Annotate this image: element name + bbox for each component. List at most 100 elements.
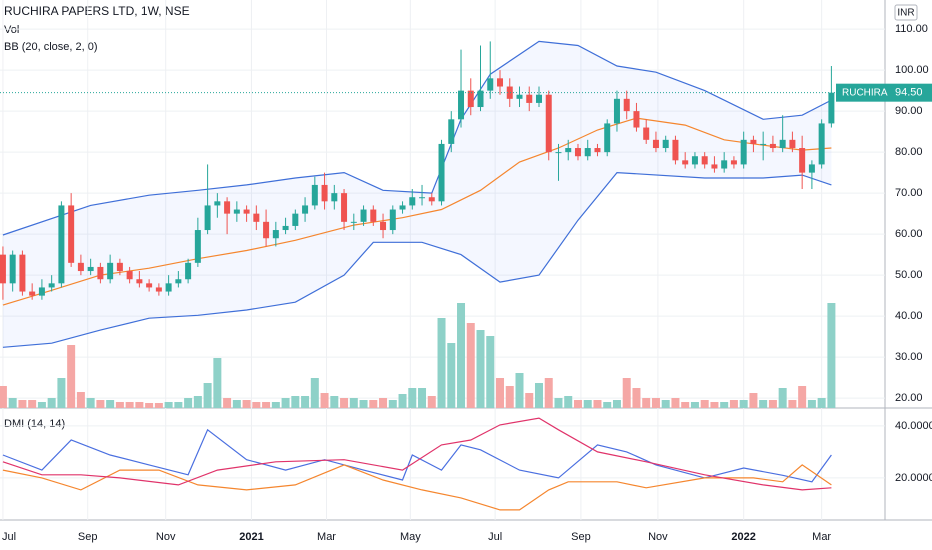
y-tick-label: 40.00 xyxy=(895,310,923,322)
volume-bar xyxy=(223,398,232,408)
candle-body xyxy=(584,148,591,157)
candle-body xyxy=(243,209,250,214)
candle-body xyxy=(662,139,669,149)
volume-bar xyxy=(145,403,154,408)
candle-body xyxy=(321,184,328,202)
volume-bar xyxy=(476,330,485,408)
volume-bar xyxy=(700,400,709,408)
volume-bar xyxy=(96,400,105,408)
x-tick-label: Nov xyxy=(648,531,668,543)
y-tick-label: 100.00 xyxy=(895,64,929,76)
volume-bar xyxy=(788,400,797,408)
plot-layer xyxy=(0,40,885,511)
candle-body xyxy=(740,139,747,165)
volume-bar xyxy=(817,398,826,408)
volume-bar xyxy=(505,386,514,408)
candle-body xyxy=(682,160,689,165)
y-tick-label: 90.00 xyxy=(895,105,923,117)
candle-body xyxy=(165,283,172,292)
indicator-line xyxy=(2,428,832,483)
y-tick-label: 110.00 xyxy=(895,23,928,35)
candle-body xyxy=(68,205,75,263)
candle-body xyxy=(9,254,16,284)
volume-bar xyxy=(768,400,777,408)
volume-bar xyxy=(612,400,621,408)
candle-body xyxy=(204,205,211,231)
volume-bar xyxy=(281,398,290,408)
chart-title: RUCHIRA PAPERS LTD, 1W, NSE xyxy=(4,4,190,18)
volume-bar xyxy=(418,388,427,408)
volume-bar xyxy=(388,400,397,408)
candle-body xyxy=(535,94,542,103)
volume-bar xyxy=(340,398,349,408)
volume-bar xyxy=(593,400,602,408)
candle-body xyxy=(77,262,84,272)
x-tick-label: Sep xyxy=(78,531,98,543)
candle-body xyxy=(477,90,484,108)
volume-bar xyxy=(125,402,134,408)
candle-body xyxy=(107,262,114,280)
candle-body xyxy=(594,148,601,153)
candle-body xyxy=(643,127,650,140)
volume-bar xyxy=(203,383,212,408)
candle-body xyxy=(574,148,581,157)
volume-bar xyxy=(369,400,378,408)
candle-body xyxy=(87,266,94,272)
candle-body xyxy=(701,156,708,165)
candle-body xyxy=(350,221,357,223)
volume-bar xyxy=(76,392,85,408)
y-tick-label: 60.00 xyxy=(895,228,923,240)
volume-bar xyxy=(651,398,660,408)
volume-bar xyxy=(496,378,505,408)
volume-bar xyxy=(154,403,163,408)
candle-body xyxy=(438,143,445,202)
candle-body xyxy=(516,94,523,99)
volume-bar xyxy=(583,400,592,408)
volume-bar xyxy=(759,400,768,408)
candle-body xyxy=(272,230,279,239)
candle-body xyxy=(48,283,55,288)
volume-bar xyxy=(690,402,699,408)
candle-body xyxy=(302,205,309,214)
candle-body xyxy=(409,197,416,206)
currency[interactable]: INR xyxy=(897,8,914,19)
volume-bar xyxy=(661,400,670,408)
candle-body xyxy=(341,193,348,222)
candle-body xyxy=(506,86,513,99)
volume-bar xyxy=(457,303,466,408)
y-tick-label: 20.0000 xyxy=(895,472,932,484)
volume-bar xyxy=(564,396,573,408)
x-tick-label: May xyxy=(400,531,421,543)
candle-body xyxy=(253,213,260,222)
volume-bar xyxy=(291,396,300,408)
candle-body xyxy=(565,148,572,153)
volume-bar xyxy=(554,398,563,408)
candle-body xyxy=(0,254,6,284)
pane-title: DMI (14, 14) xyxy=(4,418,65,430)
volume-bar xyxy=(398,394,407,408)
candle-body xyxy=(613,98,620,124)
volume-bar xyxy=(18,400,27,408)
volume-bar xyxy=(642,398,651,408)
x-tick-label: Jul xyxy=(2,531,16,543)
volume-bar xyxy=(466,323,475,408)
candle-body xyxy=(526,94,533,103)
volume-bar xyxy=(720,402,729,408)
price-tag xyxy=(836,83,932,102)
volume-bar xyxy=(115,402,124,408)
candle-body xyxy=(282,225,289,231)
volume-bar xyxy=(67,345,76,408)
candle-body xyxy=(555,152,562,154)
x-tick-label: 2022 xyxy=(731,531,755,543)
candle-body xyxy=(116,262,123,272)
volume-bar xyxy=(301,396,310,408)
currency-box[interactable] xyxy=(894,4,918,21)
candle-body xyxy=(380,221,387,231)
volume-bar xyxy=(749,393,758,408)
volume-bar xyxy=(827,303,836,408)
candle-body xyxy=(360,209,367,222)
volume-bar xyxy=(37,402,46,408)
volume-bar xyxy=(320,393,329,408)
volume-bar xyxy=(359,400,368,408)
volume-bar xyxy=(252,402,261,408)
